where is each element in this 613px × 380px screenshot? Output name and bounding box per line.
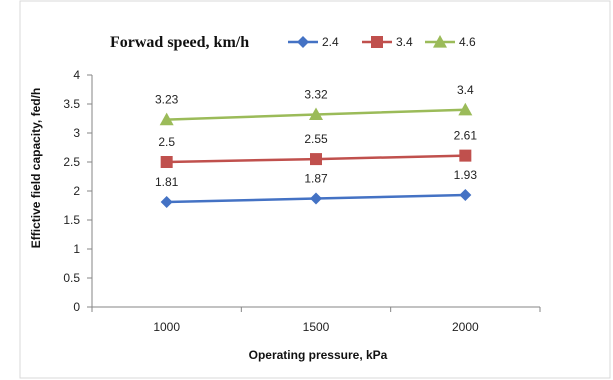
series-3.4: 2.5 2.55 2.61 [158,129,477,168]
data-label: 1.87 [304,172,328,186]
chart-border [19,0,611,379]
data-label: 2.55 [304,132,328,146]
legend-title: Forwad speed, km/h [110,34,249,51]
y-tick-label: 3.5 [63,97,80,111]
data-label: 2.5 [158,135,175,149]
legend-marker [371,36,383,48]
series-layer: 1.81 1.87 1.93 2.5 2.55 2.61 3.23 3.32 3.4 [155,83,478,209]
y-tick-label: 0.5 [63,271,80,285]
x-tick-label: 1500 [303,320,330,334]
data-point [459,189,472,202]
legend-marker [297,36,309,48]
y-axis-title: Effictive field capacity, fed/h [29,88,43,249]
legend-item-2.4: 2.4 [288,35,339,49]
legend-item-3.4: 3.4 [362,35,413,49]
data-label: 3.4 [457,83,474,97]
x-axis-title: Operating pressure, kPa [249,348,388,362]
data-point [159,112,174,126]
data-point [459,149,472,162]
y-tick-label: 2 [73,184,80,198]
series-2.4: 1.81 1.87 1.93 [155,168,478,209]
y-tick-label: 1 [73,242,80,256]
legend-marker [433,35,447,48]
series-4.6: 3.23 3.32 3.4 [155,83,474,126]
x-tick-label: 1000 [153,320,180,334]
plot-area: 0 0.5 1 1.5 2 2.5 3 3.5 4 1000 1500 2000 [63,68,541,334]
data-point [310,192,322,205]
data-label: 1.81 [155,175,179,189]
y-tick-label: 3 [73,126,80,140]
data-label: 1.93 [454,168,478,182]
x-tick-label: 2000 [452,320,479,334]
y-tick-label: 0 [73,300,80,314]
legend-label: 2.4 [322,35,339,49]
data-point [458,102,473,116]
data-label: 3.23 [155,93,179,107]
data-point [160,196,173,209]
data-point [310,153,322,166]
data-point [160,156,173,168]
legend-item-4.6: 4.6 [425,35,476,49]
legend-label: 4.6 [459,35,476,49]
y-tick-label: 2.5 [63,155,80,169]
y-tick-label: 1.5 [63,213,80,227]
data-label: 3.32 [304,87,328,101]
y-tick-label: 4 [73,68,80,82]
data-point [309,107,323,121]
legend-label: 3.4 [396,35,413,49]
legend: Forwad speed, km/h 2.4 3.4 4.6 [110,34,476,51]
data-label: 2.61 [454,129,478,143]
